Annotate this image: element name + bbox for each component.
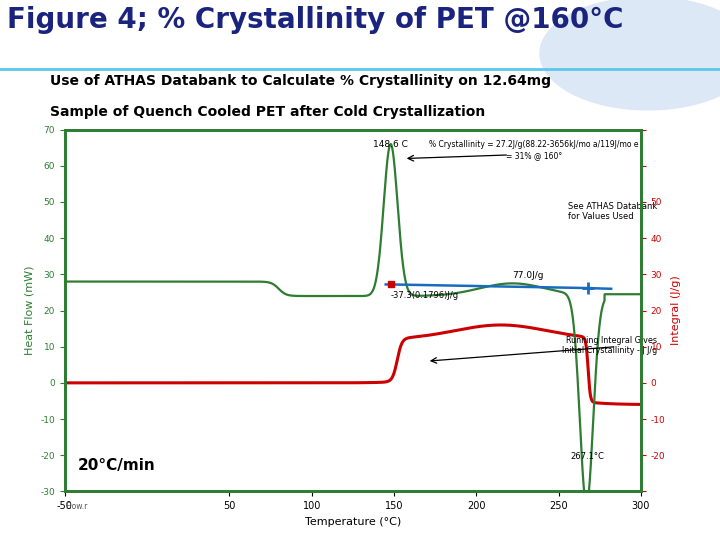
- Text: Figure 4; % Crystallinity of PET @160°C: Figure 4; % Crystallinity of PET @160°C: [7, 6, 624, 34]
- Text: 148.6 C: 148.6 C: [373, 140, 408, 150]
- Text: Use of ATHAS Databank to Calculate % Crystallinity on 12.64mg: Use of ATHAS Databank to Calculate % Cry…: [50, 73, 552, 87]
- Text: 267.1°C: 267.1°C: [570, 451, 604, 461]
- Text: See ATHAS Databank
for Values Used: See ATHAS Databank for Values Used: [568, 202, 657, 221]
- Text: Sample of Quench Cooled PET after Cold Crystallization: Sample of Quench Cooled PET after Cold C…: [50, 105, 486, 119]
- Y-axis label: Heat Flow (mW): Heat Flow (mW): [24, 266, 35, 355]
- Text: Running Integral Gives
Initial Crystallinity - J J/g: Running Integral Gives Initial Crystalli…: [562, 336, 657, 355]
- X-axis label: Temperature (°C): Temperature (°C): [305, 517, 401, 526]
- Text: % Crystallinity = 27.2J/g(88.22-3656kJ/mo a/119J/mo e
= 31% @ 160°: % Crystallinity = 27.2J/g(88.22-3656kJ/m…: [429, 140, 639, 160]
- Ellipse shape: [540, 0, 720, 110]
- Y-axis label: Integral (J/g): Integral (J/g): [671, 275, 681, 346]
- Text: 77.0J/g: 77.0J/g: [513, 271, 544, 280]
- Text: Flow.r: Flow.r: [65, 502, 87, 511]
- Text: 20°C/min: 20°C/min: [78, 458, 156, 473]
- Text: -37.3(0.1796)J/g: -37.3(0.1796)J/g: [391, 291, 459, 300]
